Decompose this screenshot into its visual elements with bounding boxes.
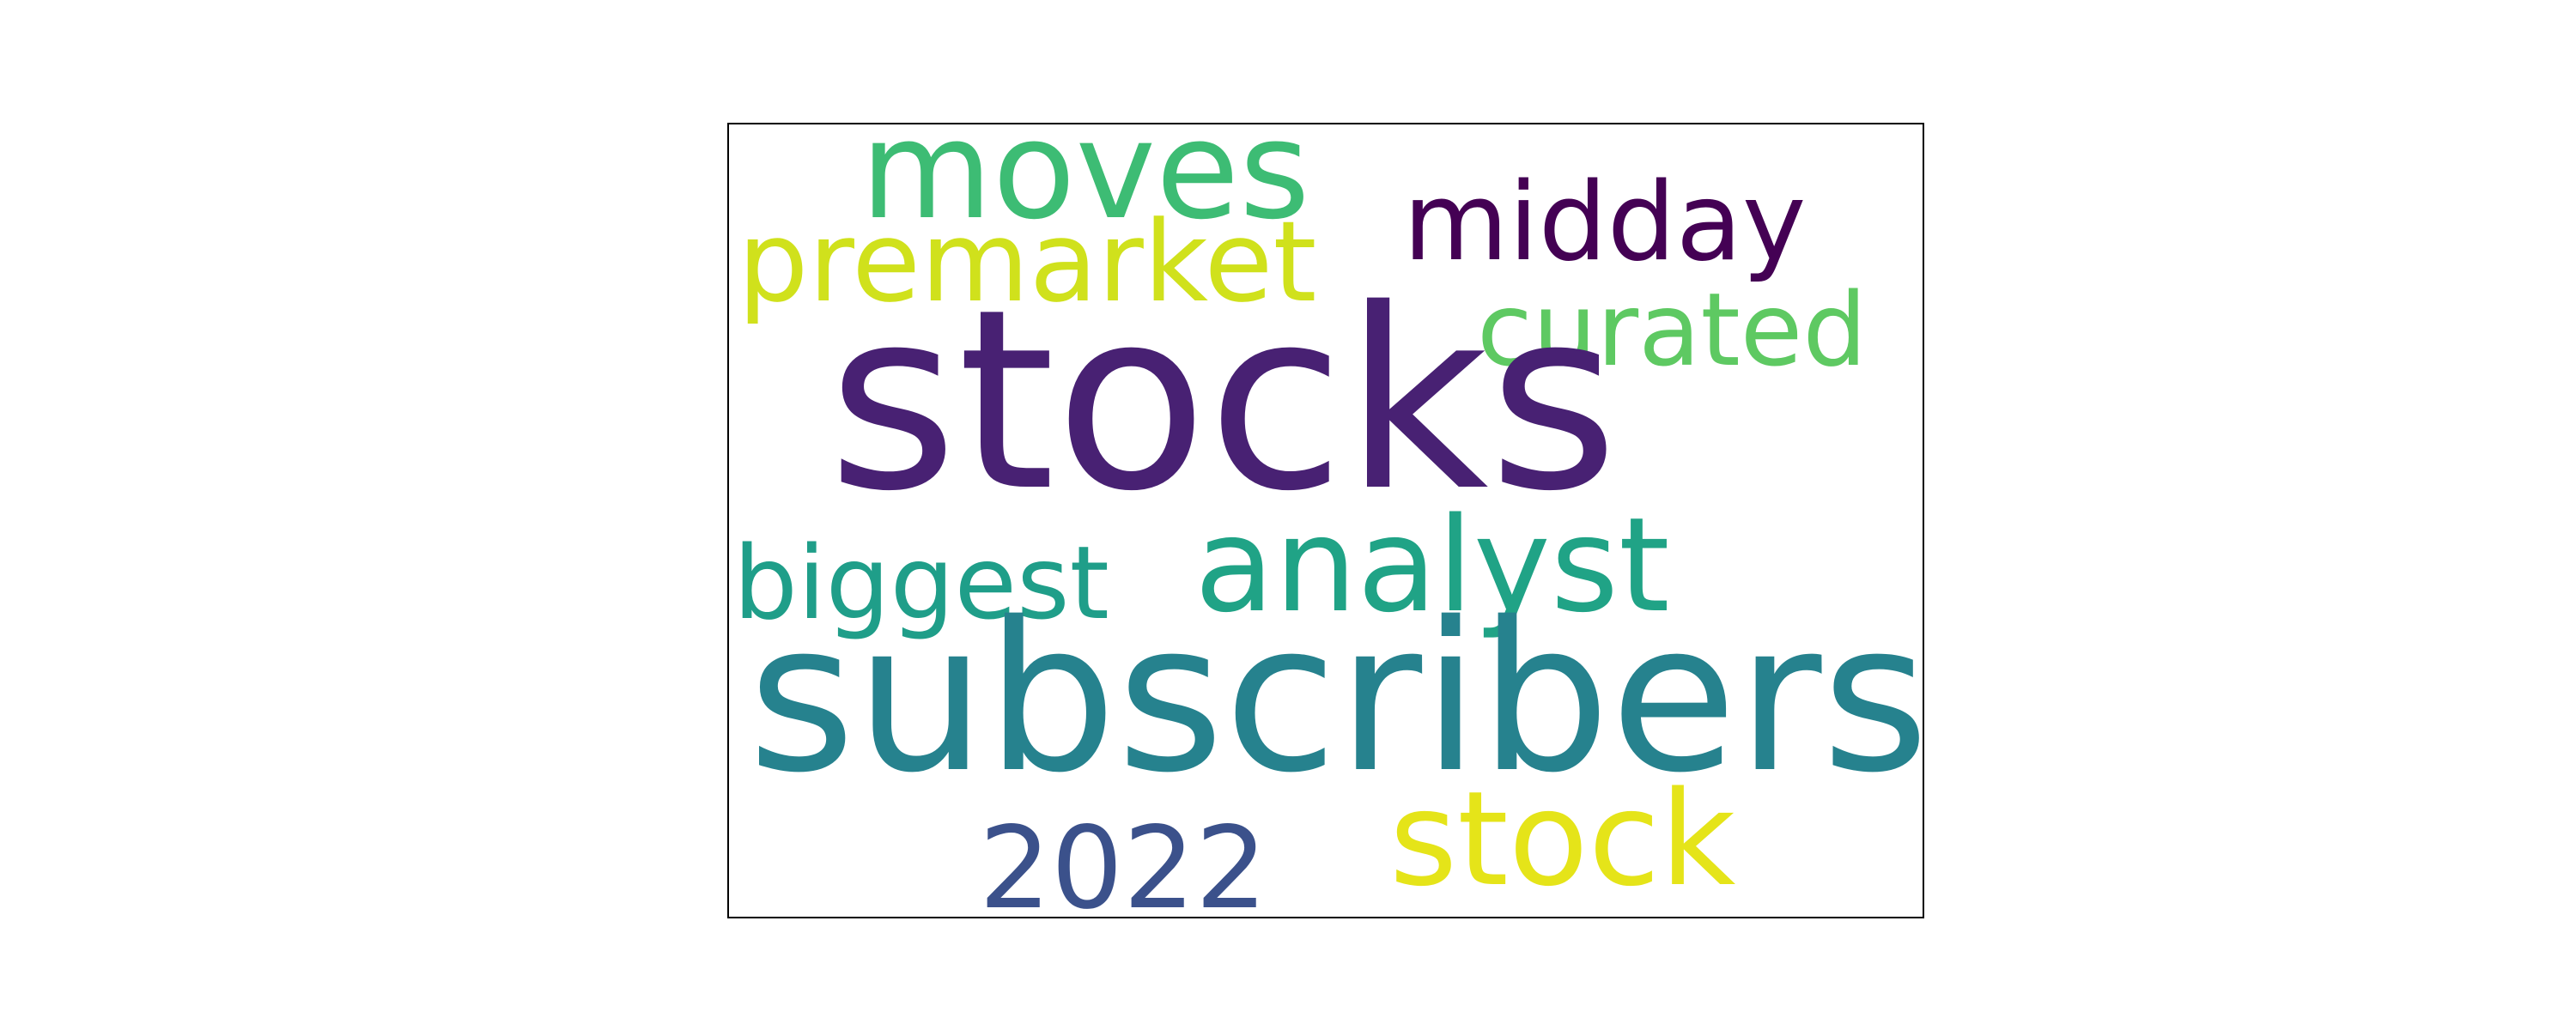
word-subscribers: subscribers bbox=[748, 578, 1924, 818]
word-stocks: stocks bbox=[828, 257, 1619, 546]
word-biggest: biggest bbox=[733, 524, 1109, 642]
word-2022: 2022 bbox=[979, 803, 1267, 918]
word-analyst: analyst bbox=[1194, 489, 1670, 641]
word-stock: stock bbox=[1389, 763, 1736, 915]
word-premarket: premarket bbox=[738, 197, 1317, 327]
word-cloud-frame: moves midday premarket curated stocks an… bbox=[727, 123, 1924, 918]
word-moves: moves bbox=[860, 123, 1310, 250]
word-curated: curated bbox=[1477, 270, 1868, 389]
word-midday: midday bbox=[1403, 159, 1807, 285]
